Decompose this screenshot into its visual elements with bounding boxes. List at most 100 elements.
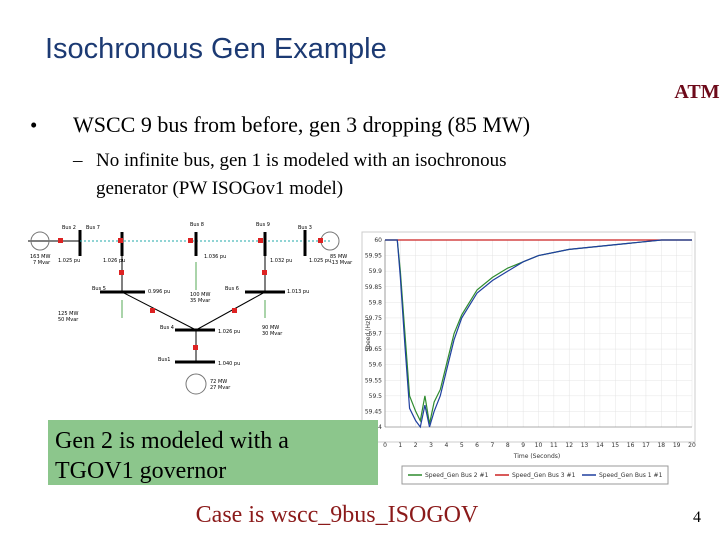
chart-frame [361,231,696,443]
y-axis-label: Speed (Hz) [365,318,372,351]
x-tick-label: 10 [535,442,543,449]
x-tick-label: 0 [383,442,387,449]
x-tick-label: 4 [444,442,448,449]
y-tick-label: 59.45 [365,408,382,415]
diagram-label: 0.996 pu [148,289,170,295]
diagram-label: Bus 5 [92,286,106,292]
y-tick-label: 59.55 [365,377,382,384]
diagram-label: 50 Mvar [58,317,79,323]
generator [30,231,50,251]
generator [185,373,207,395]
x-tick-label: 5 [460,442,464,449]
branch [195,291,266,331]
diagram-label: 35 Mvar [190,298,211,304]
series-line [385,239,692,429]
diagram-label: 1.040 pu [218,361,240,367]
diagram-label: -13 Mvar [330,260,353,266]
breaker [119,270,124,275]
chart: 6059.9559.959.8559.859.7559.759.6559.659… [365,237,696,460]
breaker [232,308,237,313]
x-tick-label: 18 [657,442,665,449]
diagram-label: Bus1 [158,357,170,363]
y-tick-label: 59.85 [365,284,382,291]
diagram-label: 27 Mvar [210,385,231,391]
legend-label: Speed_Gen Bus 1 #1 [599,472,663,479]
y-tick-label: 60 [374,237,382,244]
y-tick-label: 59.9 [369,268,383,275]
diagram-label: 1.036 pu [204,254,226,260]
diagram-label: 1.032 pu [270,258,292,264]
legend [401,465,669,485]
x-tick-label: 20 [688,442,696,449]
bullet: WSCC 9 bus from before, gen 3 dropping (… [73,112,530,137]
x-tick-label: 9 [521,442,525,449]
legend-items: Speed_Gen Bus 2 #1 Speed_Gen Bus 3 #1 Spee… [408,472,663,479]
diagram-label: 1.026 pu [103,258,125,264]
breaker [318,238,323,243]
sub-bullet: No infinite bus, gen 1 is modeled with a… [96,150,507,171]
diagram-label: 163 MW [30,254,50,260]
x-tick-label: 3 [429,442,433,449]
x-tick-label: 8 [506,442,510,449]
legend-label: Speed_Gen Bus 3 #1 [512,472,576,479]
x-tick-label: 2 [414,442,418,449]
branch [121,291,197,331]
diagram-labels: Bus 2 Bus 7 Bus 8 Bus 9 Bus 3 163 MW7 Mvar 1.0… [30,222,353,391]
sub-bullet: generator (PW ISOGov1 model) [96,178,343,199]
diagram-label: 1.025 pu [58,258,80,264]
diagram-label: 90 MW [262,325,279,331]
x-tick-label: 12 [565,442,573,449]
breaker [58,238,63,243]
bullet-marker: • [30,113,37,137]
slide-title: Isochronous Gen Example [45,33,387,65]
diagram-label: Bus 2 [62,225,76,231]
y-tick-label: 59.5 [369,393,383,400]
y-tick-label: 59.8 [369,299,383,306]
y-tick-label: 59.95 [365,253,382,260]
diagram-label: 7 Mvar [33,260,51,266]
legend-label: Speed_Gen Bus 2 #1 [425,472,489,479]
diagram-label: Bus 3 [298,225,312,231]
x-tick-label: 15 [611,442,619,449]
x-tick-label: 7 [491,442,495,449]
breaker [118,238,123,243]
diagram-label: Bus 8 [190,222,204,228]
y-tick-label: 59.75 [365,315,382,322]
breaker [258,238,263,243]
x-tick-label: 1 [398,442,402,449]
logo: ATM [674,81,719,103]
callout-text: Gen 2 is modeled with a [55,428,289,454]
callout-text: TGOV1 governor [55,458,226,484]
x-tick-label: 17 [642,442,650,449]
x-tick-label: 19 [673,442,681,449]
x-axis-label: Time (Seconds) [513,453,560,460]
one-line-diagram [28,230,340,395]
footer: Case is wscc_9bus_ISOGOV [196,502,479,528]
x-tick-label: 11 [550,442,558,449]
diagram-label: 100 MW [190,292,210,298]
diagram-label: 30 Mvar [262,331,283,337]
diagram-label: 1.025 pu [309,258,331,264]
callout-box [48,420,378,485]
diagram-label: Bus 4 [160,325,174,331]
x-tick-label: 6 [475,442,479,449]
diagram-label: 1.013 pu [287,289,309,295]
diagram-label: Bus 7 [86,225,100,231]
page-number: 4 [693,509,701,526]
y-tick-label: 59.6 [369,362,383,369]
diagram-label: 85 MW [330,254,347,260]
breaker [188,238,193,243]
y-tick-label: 59.65 [365,346,382,353]
breaker [193,345,198,350]
diagram-label: 1.026 pu [218,329,240,335]
diagram-label: Bus 6 [225,286,239,292]
sub-bullet-marker: – [72,150,83,171]
breaker [262,270,267,275]
diagram-label: 72 MW [210,379,227,385]
diagram-label: 125 MW [58,311,78,317]
x-tick-label: 16 [627,442,635,449]
diagram-label: Bus 9 [256,222,270,228]
x-tick-label: 13 [581,442,589,449]
breaker [150,308,155,313]
